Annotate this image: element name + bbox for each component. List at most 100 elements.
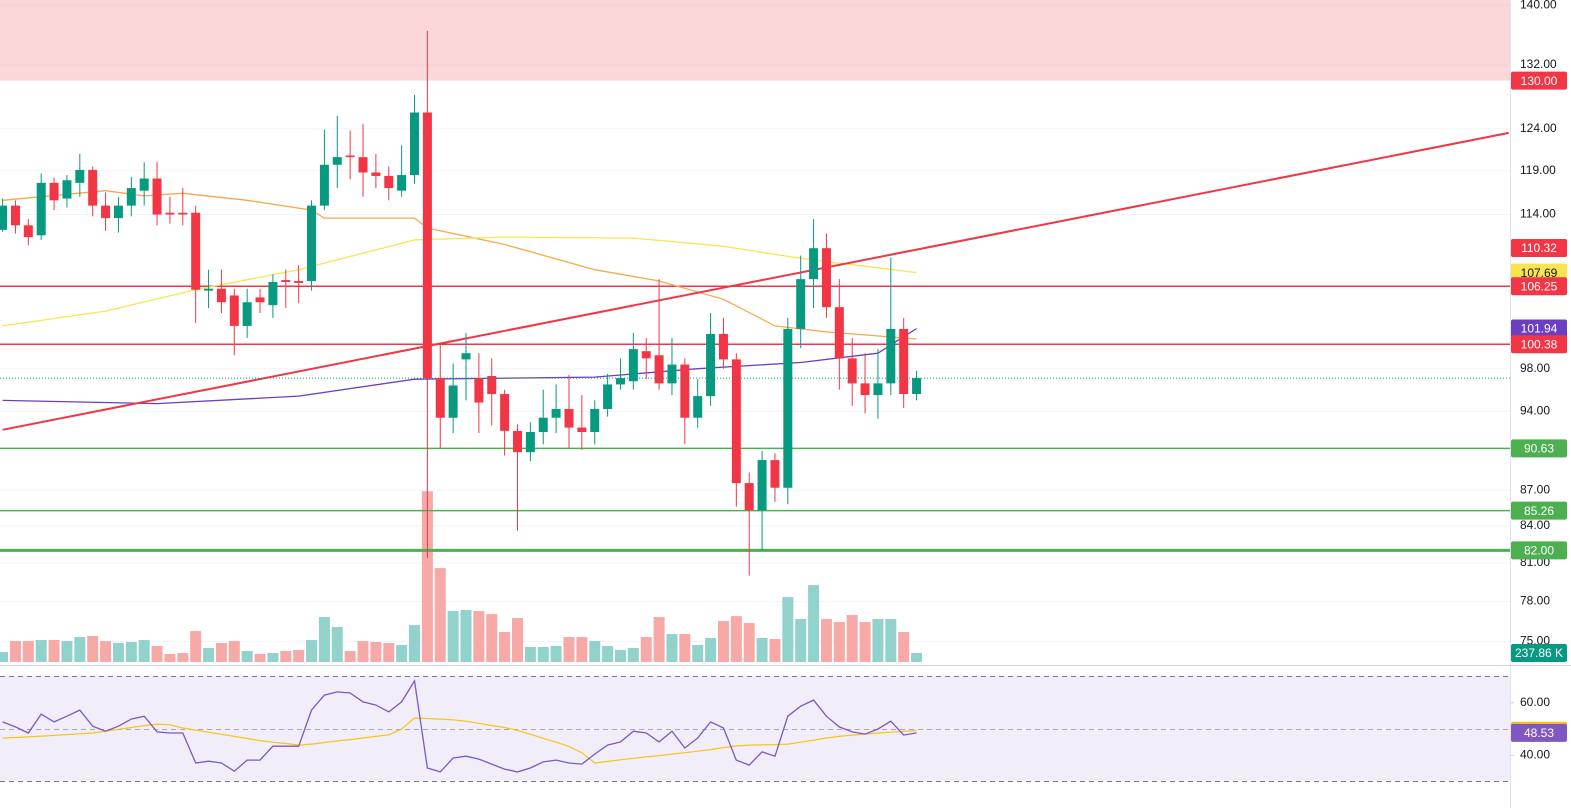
candle-body bbox=[294, 281, 304, 283]
volume-bar bbox=[138, 640, 150, 662]
volume-bar bbox=[421, 491, 433, 662]
y-tick-label: 94.00 bbox=[1520, 403, 1550, 417]
price-badge-label: 48.53 bbox=[1524, 726, 1554, 740]
volume-bar bbox=[743, 623, 755, 662]
volume-bar bbox=[589, 641, 601, 662]
volume-bar bbox=[215, 643, 227, 662]
candle-body bbox=[165, 212, 175, 215]
price-badge bbox=[1511, 71, 1567, 90]
volume-bar bbox=[357, 641, 369, 662]
price-badge-label: 237.86 K bbox=[1515, 646, 1563, 660]
candle-body bbox=[422, 112, 432, 379]
volume-bar bbox=[100, 641, 112, 662]
volume-bar bbox=[344, 651, 356, 662]
candle-body bbox=[680, 364, 690, 418]
volume-bar bbox=[0, 652, 9, 662]
price-badge-label: 130.00 bbox=[1521, 74, 1558, 88]
candle-body bbox=[770, 460, 780, 488]
candle-body bbox=[191, 212, 201, 290]
candle-body bbox=[410, 112, 420, 176]
volume-bar bbox=[705, 638, 717, 662]
candle-body bbox=[731, 359, 741, 484]
candle-body bbox=[307, 205, 317, 282]
volume-bar bbox=[434, 568, 446, 662]
volume-bar bbox=[447, 611, 459, 662]
volume-bar bbox=[524, 647, 536, 662]
candle-body bbox=[783, 328, 793, 488]
volume-bar bbox=[241, 651, 253, 662]
candle-body bbox=[641, 351, 651, 359]
volume-bar bbox=[756, 638, 768, 662]
price-badge bbox=[1511, 439, 1567, 458]
candle-body bbox=[577, 427, 587, 433]
volume-bar bbox=[885, 619, 897, 662]
price-badge-label: 106.25 bbox=[1521, 279, 1558, 293]
price-badge-label: 101.94 bbox=[1521, 322, 1558, 336]
volume-bar bbox=[692, 645, 704, 662]
volume-bar bbox=[859, 622, 871, 662]
volume-bar bbox=[409, 625, 421, 662]
volume-bar bbox=[911, 653, 923, 662]
layer bbox=[0, 0, 1510, 642]
volume-bar bbox=[460, 610, 472, 662]
volume-bar bbox=[795, 619, 807, 662]
candle-body bbox=[332, 157, 342, 165]
price-badge bbox=[1511, 277, 1567, 296]
volume-bar bbox=[511, 618, 523, 662]
volume-bar bbox=[203, 648, 215, 662]
candle-body bbox=[23, 225, 33, 238]
volume-bar bbox=[125, 642, 137, 662]
volume-bar bbox=[22, 641, 34, 662]
volume-bar bbox=[164, 654, 176, 662]
y-tick-label: 114.00 bbox=[1520, 207, 1556, 221]
candle-body bbox=[603, 384, 613, 410]
candle-body bbox=[88, 169, 98, 206]
price-badge bbox=[1511, 501, 1567, 520]
candle-body bbox=[500, 393, 510, 431]
volume-bar bbox=[35, 640, 47, 662]
volume-bar bbox=[306, 640, 318, 662]
y-tick-label: 98.00 bbox=[1520, 361, 1550, 375]
y-tick-label: 84.00 bbox=[1520, 518, 1550, 532]
candle-body bbox=[667, 364, 677, 384]
candle-body bbox=[397, 175, 407, 191]
price-badge bbox=[1511, 335, 1567, 354]
candle-body bbox=[525, 432, 535, 453]
candle-body bbox=[551, 409, 561, 418]
candle-body bbox=[847, 358, 857, 384]
candle-body bbox=[706, 333, 716, 397]
price-badge-label: 100.38 bbox=[1521, 337, 1558, 351]
candle-body bbox=[268, 281, 278, 306]
candle-body bbox=[628, 349, 638, 382]
price-badge bbox=[1511, 723, 1567, 742]
volume-bar bbox=[267, 652, 279, 662]
volume-bar bbox=[383, 643, 395, 662]
candle-body bbox=[384, 175, 394, 189]
price-badge-label: 107.69 bbox=[1521, 266, 1558, 280]
volume-bar bbox=[190, 631, 202, 662]
moving-average bbox=[2, 236, 917, 327]
moving-average bbox=[2, 190, 917, 340]
price-badge-label: 110.32 bbox=[1521, 241, 1557, 255]
candle-body bbox=[886, 328, 896, 384]
volume-bar bbox=[318, 617, 330, 662]
volume-bar bbox=[679, 634, 691, 662]
resistance-zone bbox=[0, 0, 1510, 81]
candle-body bbox=[590, 409, 600, 433]
volume-bar bbox=[151, 646, 163, 662]
candle-body bbox=[461, 353, 471, 360]
volume-bar bbox=[293, 650, 305, 662]
candle-body bbox=[75, 169, 85, 183]
y-tick-label: 140.00 bbox=[1520, 0, 1557, 11]
volume-bar bbox=[653, 617, 665, 662]
candle-body bbox=[474, 378, 484, 403]
price-badge bbox=[1511, 541, 1567, 560]
rsi-band bbox=[0, 676, 1510, 781]
volume-bar bbox=[74, 637, 86, 662]
candle-body bbox=[448, 385, 458, 418]
volume-bar bbox=[627, 648, 639, 662]
y-tick-label: 78.00 bbox=[1520, 594, 1550, 608]
candle-body bbox=[178, 212, 188, 215]
volume-bar bbox=[898, 632, 910, 662]
volume-bar bbox=[666, 634, 678, 662]
